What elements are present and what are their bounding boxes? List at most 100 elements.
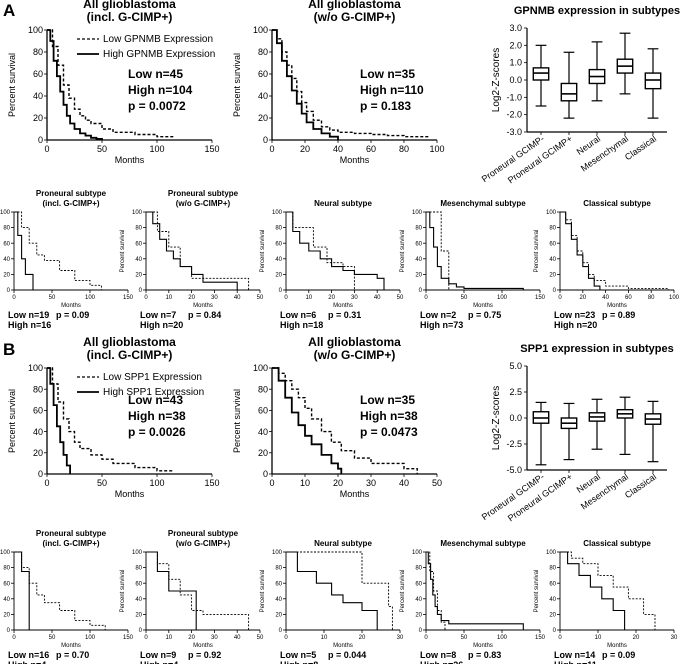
km-B_s4-ylabel: Percent survival (400, 570, 406, 613)
km-B_s4-ytick-label-4: 80 (415, 566, 422, 572)
km-B_all-ytick-label-3: 60 (33, 406, 43, 416)
km-B_s3-series-high (286, 551, 378, 630)
km-B_s2-xtick-label-5: 50 (257, 635, 264, 641)
km-A_s2-xtick-label-2: 20 (188, 295, 195, 301)
km-B_s2-stat-0: Low n=9 (140, 650, 176, 660)
km-B_s2-stat-2: p = 0.92 (188, 650, 221, 660)
km-A_s3-series-high (286, 211, 385, 290)
km-A_s2-ytick-label-4: 80 (135, 226, 142, 232)
km-B_s3-xtick-label-0: 0 (284, 635, 288, 641)
km-B_s3-xtick-label-1: 10 (321, 635, 328, 641)
km-B_s2-xtick-label-3: 30 (211, 635, 218, 641)
km-B_all-subtitle: (incl. G-CIMP+) (87, 348, 173, 362)
km-B_s3-xtick-label-3: 30 (397, 635, 404, 641)
km-A_all-xtick-label-1: 50 (97, 144, 107, 154)
km-A_s1-xtick-label-1: 50 (49, 295, 56, 301)
km-A_s4-series-low (426, 211, 450, 290)
km-A_wo-xlabel: Months (340, 155, 370, 165)
km-A_s3-stat-0: Low n=6 (280, 310, 316, 320)
km-A_s1-subtitle: (incl. G-CIMP+) (42, 199, 99, 208)
km-A_s2-ytick-label-1: 20 (135, 273, 142, 279)
km-A_s4-xtick-label-2: 100 (497, 295, 508, 301)
km-B_s5-title: Classical subtype (583, 539, 651, 548)
km-B_wo-stat-1: High n=38 (360, 409, 418, 423)
km-B_s5-ytick-label-3: 60 (549, 581, 556, 587)
km-B_s5-ytick-label-2: 40 (549, 597, 556, 603)
km-B_all-series-low (47, 367, 174, 472)
km-B_s5-xtick-label-3: 30 (671, 635, 678, 641)
km-A_s5-series-low (560, 211, 669, 290)
km-A_all-title: All glioblastoma (83, 0, 176, 11)
km-A_wo-stat-2: p = 0.183 (360, 99, 411, 113)
km-A_s5-xlabel: Months (607, 303, 627, 309)
km-A_s2-series-low (146, 211, 250, 290)
km-A_s2-ytick-label-2: 40 (135, 257, 142, 263)
km-A_s1-series-low (14, 211, 102, 290)
km-B_s3-ytick-label-5: 100 (272, 550, 283, 556)
km-B_s3-ytick-label-3: 60 (275, 581, 282, 587)
km-B_s1-xtick-label-0: 0 (12, 635, 16, 641)
km-B_s3-xlabel: Months (333, 643, 353, 649)
box-A_box-ytick-label-1: 2.0 (509, 40, 522, 50)
km-B_all-stat-2: p = 0.0026 (128, 425, 186, 439)
km-A_s1-ytick-label-0: 0 (7, 288, 11, 294)
box-B_box-ytick-label-0: 5.0 (509, 361, 522, 371)
km-B_s3-ytick-label-2: 40 (275, 597, 282, 603)
panel-label-a: A (3, 1, 15, 20)
km-B_s2-ytick-label-2: 40 (135, 597, 142, 603)
box-A_box-ytick-label-3: 0.0 (509, 75, 522, 85)
km-A_s2-stat-2: p = 0.84 (188, 310, 221, 320)
km-A_s3-ytick-label-2: 40 (275, 257, 282, 263)
km-A_all-stat-0: Low n=45 (128, 67, 183, 81)
km-A_s3-ytick-label-3: 60 (275, 241, 282, 247)
km-A_all-ytick-label-5: 100 (28, 25, 43, 35)
km-A_s5-ylabel: Percent survival (534, 230, 540, 273)
km-B_wo-ytick-label-5: 100 (253, 363, 268, 373)
km-A_wo-ytick-label-3: 60 (258, 69, 268, 79)
km-A_s4-stat-0: Low n=2 (420, 310, 456, 320)
km-B_s5-series-low (560, 551, 656, 630)
km-B_wo-ytick-label-4: 80 (258, 384, 268, 394)
km-B_s4-ytick-label-5: 100 (412, 550, 423, 556)
km-B_s1-ytick-label-4: 80 (3, 566, 10, 572)
km-A_wo-series-low (272, 29, 429, 138)
km-B_s2-xtick-label-1: 10 (165, 635, 172, 641)
km-A_s1-stat-1: High n=16 (8, 320, 51, 330)
km-B_wo-title: All glioblastoma (308, 335, 401, 349)
km-B_s5-stat-0: Low n=14 (554, 650, 595, 660)
km-A_s5-xtick-label-2: 40 (602, 295, 609, 301)
km-B_s5-xlabel: Months (607, 643, 627, 649)
km-A_s1-stat-2: p = 0.09 (56, 310, 89, 320)
km-B_s1-series-low (14, 551, 106, 630)
km-B_wo-series-high (272, 367, 343, 474)
km-B_s4-xtick-label-2: 100 (497, 635, 508, 641)
km-B_s3-ytick-label-1: 20 (275, 613, 282, 619)
km-B_all-ytick-label-5: 100 (28, 363, 43, 373)
km-B_s1-title: Proneural subtype (36, 529, 107, 538)
km-B_wo-ytick-label-1: 20 (258, 448, 268, 458)
km-A_all-ytick-label-3: 60 (33, 69, 43, 79)
km-A_s5-stat-2: p = 0.89 (602, 310, 635, 320)
km-B_all-ytick-label-4: 80 (33, 384, 43, 394)
km-B_s4-ytick-label-1: 20 (415, 613, 422, 619)
km-A_s1-ytick-label-3: 60 (3, 241, 10, 247)
km-A_all-series-low (47, 29, 174, 138)
km-B_wo-xtick-label-3: 30 (366, 478, 376, 488)
km-A_wo-xtick-label-2: 40 (333, 144, 343, 154)
km-A_s1-ytick-label-1: 20 (3, 273, 10, 279)
km-B_all-stat-0: Low n=43 (128, 393, 183, 407)
km-B_all-xlabel: Months (115, 489, 145, 499)
km-B_s3-ylabel: Percent survival (260, 570, 266, 613)
km-B_wo-ytick-label-0: 0 (263, 469, 268, 479)
km-A_s2-ylabel: Percent survival (120, 230, 126, 273)
km-A_all-subtitle: (incl. G-CIMP+) (87, 10, 173, 24)
km-A_wo-ylabel: Percent survival (232, 53, 242, 117)
km-B_all-xtick-label-3: 150 (204, 478, 219, 488)
km-B_s2-series-high (146, 551, 197, 630)
km-B_s2-ylabel: Percent survival (120, 570, 126, 613)
km-A_s4-title: Mesenchymal subtype (440, 199, 526, 208)
km-A_wo-series-high (272, 29, 339, 140)
km-B_all-legend-entry-0: Low SPP1 Expression (103, 372, 202, 383)
km-A_s4-ytick-label-1: 20 (415, 273, 422, 279)
